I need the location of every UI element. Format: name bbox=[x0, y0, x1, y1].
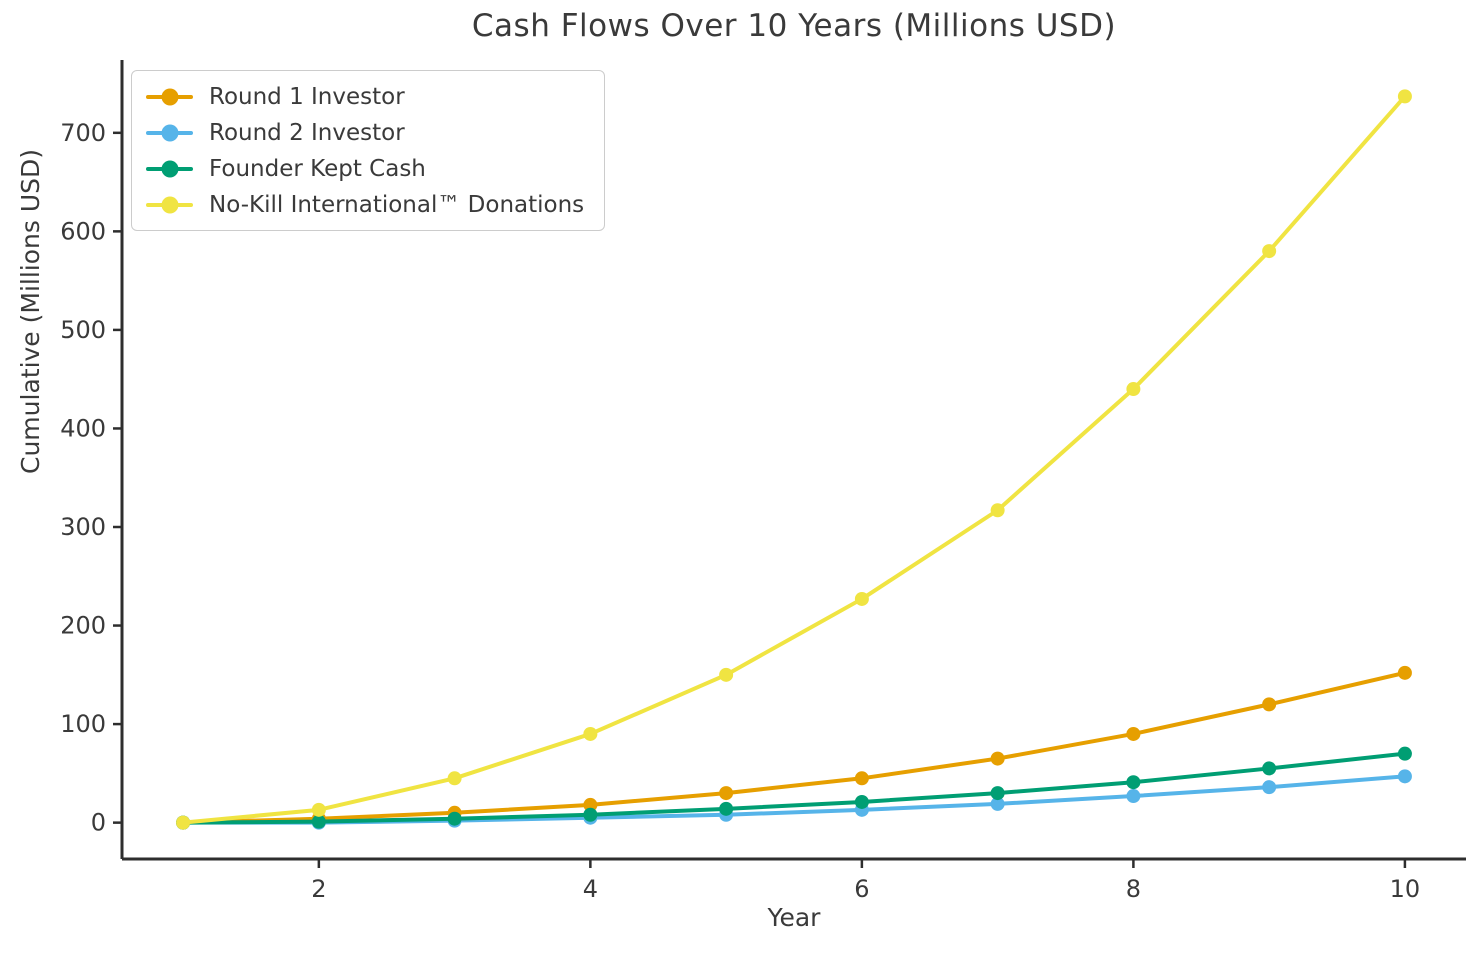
data-point bbox=[719, 786, 734, 801]
x-tick-label: 2 bbox=[311, 875, 326, 903]
data-point bbox=[1126, 726, 1141, 741]
data-point bbox=[719, 667, 734, 682]
legend: Round 1 Investor Round 2 Investor Founde… bbox=[131, 70, 606, 231]
legend-item-round-2-investor: Round 2 Investor bbox=[146, 118, 584, 147]
chart-title: Cash Flows Over 10 Years (Millions USD) bbox=[471, 8, 1117, 44]
data-point bbox=[1397, 769, 1412, 784]
line-marker-icon bbox=[146, 196, 193, 214]
data-point bbox=[1397, 746, 1412, 761]
legend-label: Round 1 Investor bbox=[209, 83, 405, 110]
data-point bbox=[854, 771, 869, 786]
data-point bbox=[990, 751, 1005, 766]
legend-label: Round 2 Investor bbox=[209, 119, 405, 146]
data-point bbox=[583, 807, 598, 822]
y-tick-label: 100 bbox=[60, 710, 106, 738]
data-point bbox=[854, 794, 869, 809]
data-point bbox=[1397, 89, 1412, 104]
data-point bbox=[583, 726, 598, 741]
legend-label: Founder Kept Cash bbox=[209, 155, 426, 182]
x-tick-label: 6 bbox=[854, 875, 869, 903]
data-point bbox=[447, 811, 462, 826]
data-point bbox=[1126, 789, 1141, 804]
y-tick-label: 600 bbox=[60, 217, 106, 245]
data-point bbox=[990, 796, 1005, 811]
y-tick-label: 500 bbox=[60, 316, 106, 344]
data-point bbox=[311, 814, 326, 829]
x-tick-label: 8 bbox=[1126, 875, 1141, 903]
y-tick-label: 200 bbox=[60, 612, 106, 640]
data-point bbox=[854, 591, 869, 606]
data-point bbox=[990, 786, 1005, 801]
data-point bbox=[719, 801, 734, 816]
data-point bbox=[583, 797, 598, 812]
legend-item-round-1-investor: Round 1 Investor bbox=[146, 82, 584, 111]
x-axis-label: Year bbox=[767, 903, 821, 932]
series-line-3 bbox=[181, 94, 1407, 825]
data-point bbox=[1262, 761, 1277, 776]
data-point bbox=[1262, 780, 1277, 795]
data-point bbox=[1126, 775, 1141, 790]
x-tick-label: 4 bbox=[583, 875, 598, 903]
data-point bbox=[990, 503, 1005, 518]
y-tick-label: 700 bbox=[60, 119, 106, 147]
data-point bbox=[1262, 697, 1277, 712]
line-marker-icon bbox=[146, 160, 193, 178]
x-tick-label: 10 bbox=[1390, 875, 1421, 903]
series-line-0 bbox=[181, 670, 1407, 825]
data-point bbox=[311, 802, 326, 817]
legend-label: No-Kill International™ Donations bbox=[209, 191, 585, 218]
data-point bbox=[1126, 382, 1141, 397]
data-point bbox=[1397, 665, 1412, 680]
legend-item-no-kill-international-donations: No-Kill International™ Donations bbox=[146, 190, 584, 219]
line-marker-icon bbox=[146, 124, 193, 142]
y-tick-label: 0 bbox=[91, 809, 106, 837]
data-point bbox=[447, 771, 462, 786]
data-point bbox=[176, 815, 191, 830]
data-point bbox=[1262, 244, 1277, 259]
series-line-2 bbox=[181, 751, 1407, 825]
y-axis-label: Cumulative (Millions USD) bbox=[16, 148, 45, 474]
legend-item-founder-kept-cash: Founder Kept Cash bbox=[146, 154, 584, 183]
y-tick-label: 300 bbox=[60, 513, 106, 541]
line-marker-icon bbox=[146, 88, 193, 106]
y-tick-label: 400 bbox=[60, 414, 106, 442]
